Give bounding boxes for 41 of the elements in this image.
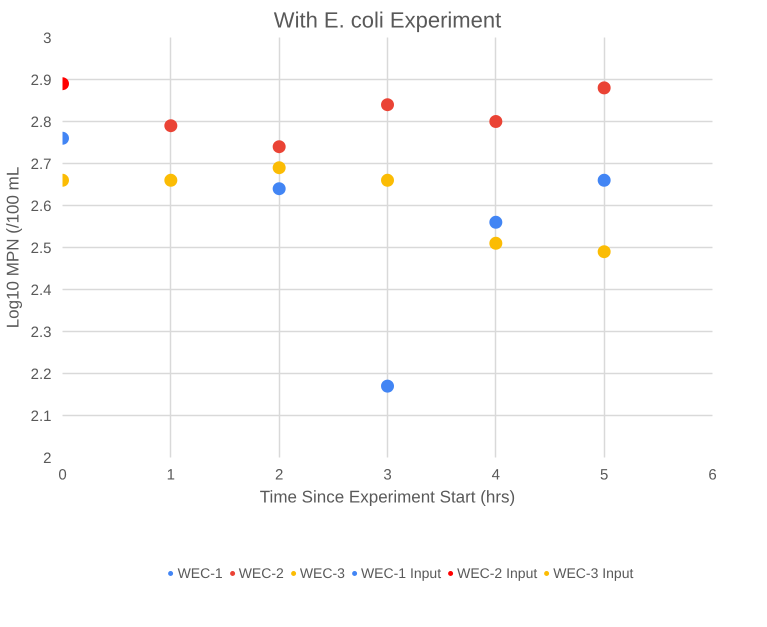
y-tick-label: 2.5 [30, 240, 52, 257]
legend-label: WEC-3 Input [553, 565, 634, 582]
y-tick-label: 3 [43, 30, 52, 47]
point [598, 245, 611, 258]
x-tick-label: 6 [708, 466, 717, 484]
legend-label: WEC-1 Input [360, 565, 442, 582]
point [381, 98, 394, 112]
legend-label: WEC-2 Input [457, 565, 538, 582]
x-tick-label: 5 [600, 466, 608, 484]
point [598, 174, 611, 187]
point [489, 236, 502, 250]
y-tick-label: 2.3 [30, 324, 52, 341]
point [272, 182, 286, 196]
point [489, 115, 502, 128]
y-tick-label: 2.4 [30, 282, 52, 299]
x-tick-label: 2 [274, 466, 284, 484]
x-tick-label: 0 [58, 466, 67, 484]
point [381, 380, 394, 393]
point [272, 140, 286, 154]
point [381, 174, 394, 187]
y-tick-label: 2.6 [30, 198, 52, 215]
y-tick-label: 2.2 [30, 366, 52, 383]
chart-title: With E. coli Experiment [274, 8, 502, 32]
point [164, 174, 178, 187]
x-tick-label: 4 [492, 466, 500, 484]
point [272, 161, 286, 174]
y-tick-label: 2 [43, 450, 52, 467]
legend-label: WEC-1 [178, 565, 223, 582]
y-tick-label: 2.9 [30, 72, 52, 89]
y-tick-label: 2.8 [30, 114, 52, 131]
point [164, 119, 178, 132]
y-axis-title: Log10 MPN (/100 mL [4, 166, 23, 328]
y-tick-label: 2.1 [30, 408, 52, 425]
x-tick-label: 1 [166, 466, 176, 484]
y-tick-label: 2.7 [30, 156, 52, 173]
legend-label: WEC-3 [300, 565, 345, 582]
point [598, 81, 611, 94]
x-tick-label: 3 [383, 466, 392, 484]
point [489, 216, 502, 229]
x-axis-title: Time Since Experiment Start (hrs) [260, 488, 516, 506]
legend-label: WEC-2 [238, 565, 284, 582]
